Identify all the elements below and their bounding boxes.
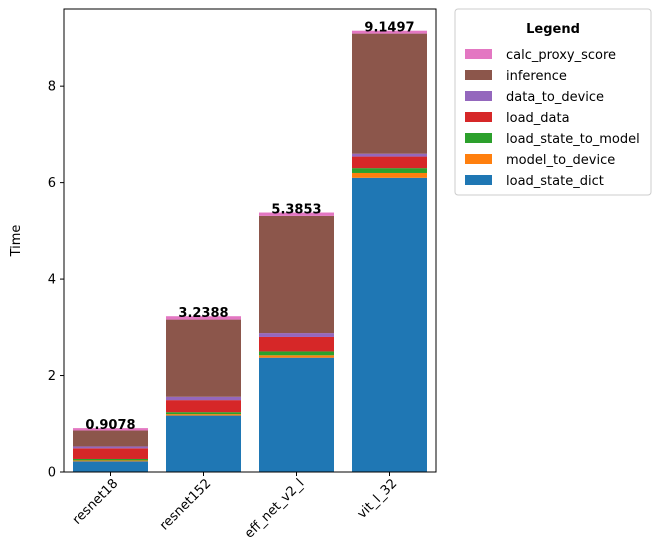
- bar-segment-load-state-dict-vit-l-32: [352, 177, 427, 473]
- bar-segment-inference-resnet152: [166, 319, 241, 397]
- bar-segment-model-to-device-resnet152: [166, 414, 241, 416]
- bar-segment-load-state-dict-resnet152: [166, 415, 241, 472]
- legend-swatch-inference: [465, 70, 492, 80]
- legend: Legend calc_proxy_score inference data_to_…: [454, 8, 652, 196]
- bar-segment-load-data-eff-net-v2-l: [259, 336, 334, 352]
- y-axis-label: Time: [9, 225, 24, 258]
- bar-segment-calc-proxy-score-eff-net-v2-l: [259, 212, 334, 216]
- y-tick-label: 6: [48, 176, 56, 191]
- bar-segment-load-state-dict-resnet18: [73, 461, 148, 472]
- bar-segment-calc-proxy-score-resnet152: [166, 316, 241, 320]
- totals-group: 0.9078 3.2388 5.3853 9.1497: [85, 21, 414, 433]
- bar-segment-data-to-device-resnet152: [166, 396, 241, 401]
- y-tick-label: 0: [48, 466, 56, 481]
- bar-segment-inference-eff-net-v2-l: [259, 215, 334, 334]
- bar-segment-load-state-dict-eff-net-v2-l: [259, 357, 334, 472]
- legend-swatch-calc-proxy-score: [465, 49, 492, 59]
- bar-segment-calc-proxy-score-vit-l-32: [352, 30, 427, 34]
- bar-segment-data-to-device-vit-l-32: [352, 153, 427, 157]
- y-tick-label: 4: [48, 273, 56, 288]
- y-tick-label: 2: [48, 369, 56, 384]
- bar-segment-load-data-resnet152: [166, 400, 241, 413]
- x-tick-label: vit_l_32: [355, 476, 401, 522]
- bars-group: [73, 30, 427, 473]
- bar-segment-calc-proxy-score-resnet18: [73, 428, 148, 431]
- bar-segment-inference-resnet18: [73, 430, 148, 447]
- y-tick-label: 8: [48, 80, 56, 95]
- bar-segment-load-data-vit-l-32: [352, 156, 427, 169]
- bar-segment-load-state-to-model-eff-net-v2-l: [259, 351, 334, 356]
- y-axis: 0 2 4 6 8: [48, 80, 64, 481]
- legend-label-inference: inference: [506, 69, 567, 84]
- total-label: 9.1497: [364, 21, 414, 36]
- bar-segment-load-state-to-model-vit-l-32: [352, 168, 427, 173]
- total-label: 5.3853: [271, 203, 321, 218]
- bar-segment-load-state-to-model-resnet152: [166, 412, 241, 415]
- legend-label-calc-proxy-score: calc_proxy_score: [506, 48, 616, 63]
- x-axis: resnet18 resnet152 eff_net_v2_l vit_l_32: [70, 472, 400, 542]
- legend-label-model-to-device: model_to_device: [506, 153, 615, 168]
- bar-segment-inference-vit-l-32: [352, 33, 427, 154]
- total-label: 0.9078: [85, 418, 135, 433]
- legend-label-load-state-dict: load_state_dict: [506, 174, 604, 189]
- legend-swatch-load-state-to-model: [465, 133, 492, 143]
- bar-segment-model-to-device-resnet18: [73, 460, 148, 462]
- bar-segment-model-to-device-vit-l-32: [352, 172, 427, 178]
- x-tick-label: eff_net_v2_l: [242, 476, 307, 541]
- plot-frame: [63, 8, 437, 473]
- legend-swatch-load-data: [465, 112, 492, 122]
- legend-items: calc_proxy_score inference data_to_devicel…: [465, 48, 640, 189]
- legend-title: Legend: [526, 22, 580, 37]
- bar-segment-data-to-device-eff-net-v2-l: [259, 333, 334, 337]
- legend-swatch-data-to-device: [465, 91, 492, 101]
- legend-swatch-load-state-dict: [465, 175, 492, 185]
- bar-segment-model-to-device-eff-net-v2-l: [259, 355, 334, 358]
- legend-label-load-state-to-model: load_state_to_model: [506, 132, 640, 147]
- total-label: 3.2388: [178, 306, 228, 321]
- legend-box: [454, 8, 652, 196]
- bar-segment-data-to-device-resnet18: [73, 446, 148, 449]
- x-tick-label: resnet152: [157, 476, 214, 533]
- legend-label-load-data: load_data: [506, 111, 570, 126]
- legend-label-data-to-device: data_to_device: [506, 90, 604, 105]
- bar-segment-load-data-resnet18: [73, 448, 148, 459]
- bar-segment-load-state-to-model-resnet18: [73, 458, 148, 461]
- legend-swatch-model-to-device: [465, 154, 492, 164]
- x-tick-label: resnet18: [70, 476, 121, 527]
